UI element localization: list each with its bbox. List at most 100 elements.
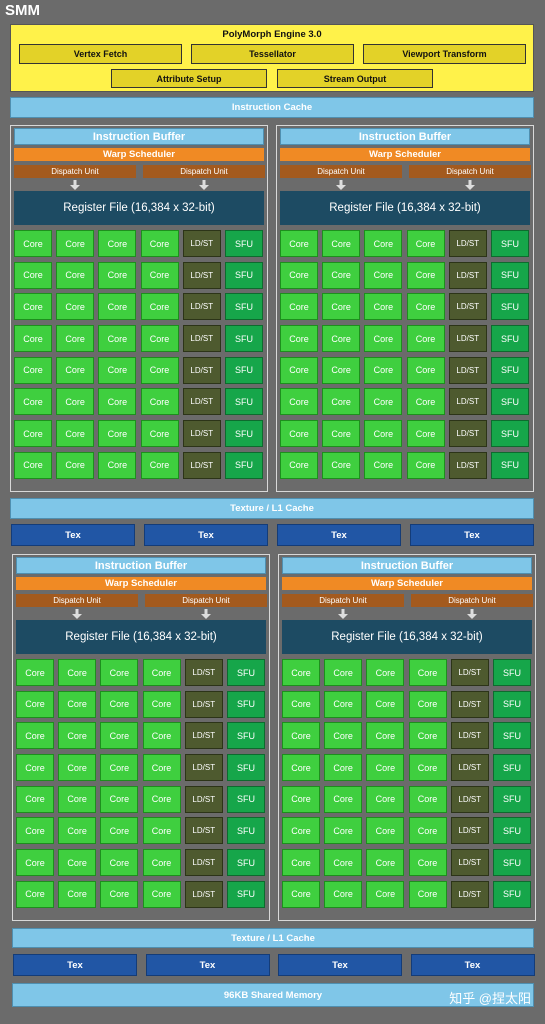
vertex-fetch-block: Vertex Fetch [19,44,182,64]
sfu-unit: SFU [226,880,265,908]
ldst-unit: LD/ST [448,293,487,321]
core-unit: Core [142,754,181,782]
ldst-unit: LD/ST [450,754,489,782]
core-unit: Core [100,817,139,845]
core-unit: Core [324,817,363,845]
core-unit: Core [406,325,445,353]
sm-block-4: Instruction Buffer Warp Scheduler Dispatch… [278,554,536,921]
core-unit: Core [56,420,95,448]
core-unit: Core [56,451,95,479]
ldst-unit: LD/ST [448,325,487,353]
core-unit: Core [100,785,139,813]
core-unit: Core [98,420,137,448]
down-arrow-icon [467,609,477,619]
ldst-unit: LD/ST [184,659,223,686]
core-unit: Core [322,451,361,479]
viewport-transform-block: Viewport Transform [363,44,526,64]
dispatch-unit: Dispatch Unit [282,594,404,607]
core-unit: Core [364,420,403,448]
core-unit: Core [408,690,447,718]
core-unit: Core [322,388,361,416]
core-unit: Core [282,722,320,750]
sfu-unit: SFU [224,451,263,479]
ldst-unit: LD/ST [184,849,223,877]
core-unit: Core [58,659,97,686]
core-unit: Core [364,293,403,321]
texture-l1-cache-bottom: Texture / L1 Cache [12,928,534,948]
core-unit: Core [56,356,95,384]
core-unit: Core [98,293,137,321]
core-unit: Core [282,849,320,877]
core-unit: Core [100,659,139,686]
execution-unit-grid: Core Core Core Core LD/ST SFU Core Core Core Core… [282,659,531,908]
core-unit: Core [282,785,320,813]
core-unit: Core [14,261,52,289]
core-unit: Core [16,817,54,845]
core-unit: Core [406,293,445,321]
core-unit: Core [14,388,52,416]
sfu-unit: SFU [224,230,263,257]
core-unit: Core [408,849,447,877]
instruction-buffer: Instruction Buffer [14,128,264,145]
tex-unit: Tex [277,524,401,546]
core-unit: Core [100,849,139,877]
core-unit: Core [322,420,361,448]
tex-unit: Tex [11,524,135,546]
sfu-unit: SFU [492,690,531,718]
core-unit: Core [140,293,179,321]
instruction-buffer: Instruction Buffer [16,557,266,574]
core-unit: Core [140,356,179,384]
core-unit: Core [406,388,445,416]
core-unit: Core [140,451,179,479]
core-unit: Core [366,849,405,877]
core-unit: Core [56,325,95,353]
tex-unit: Tex [144,524,268,546]
ldst-unit: LD/ST [448,356,487,384]
dispatch-unit: Dispatch Unit [16,594,138,607]
core-unit: Core [406,230,445,257]
core-unit: Core [324,690,363,718]
down-arrow-icon [336,180,346,190]
ldst-unit: LD/ST [184,690,223,718]
core-unit: Core [366,754,405,782]
core-unit: Core [140,261,179,289]
core-unit: Core [366,659,405,686]
tex-unit: Tex [13,954,137,976]
core-unit: Core [58,754,97,782]
core-unit: Core [366,817,405,845]
ldst-unit: LD/ST [182,388,221,416]
core-unit: Core [56,388,95,416]
core-unit: Core [98,261,137,289]
core-unit: Core [142,659,181,686]
sfu-unit: SFU [490,261,529,289]
core-unit: Core [282,690,320,718]
instruction-cache: Instruction Cache [10,97,534,118]
core-unit: Core [406,420,445,448]
sfu-unit: SFU [226,849,265,877]
core-unit: Core [16,690,54,718]
core-unit: Core [16,785,54,813]
core-unit: Core [58,785,97,813]
core-unit: Core [142,880,181,908]
core-unit: Core [324,659,363,686]
ldst-unit: LD/ST [448,451,487,479]
sfu-unit: SFU [490,388,529,416]
ldst-unit: LD/ST [448,388,487,416]
execution-unit-grid: Core Core Core Core LD/ST SFU Core Core Core Core… [14,230,263,479]
core-unit: Core [364,451,403,479]
ldst-unit: LD/ST [184,722,223,750]
register-file: Register File (16,384 x 32-bit) [14,191,264,225]
dispatch-unit: Dispatch Unit [145,594,267,607]
polymorph-engine: PolyMorph Engine 3.0 Vertex Fetch Tessel… [10,24,534,92]
core-unit: Core [322,293,361,321]
core-unit: Core [324,880,363,908]
ldst-unit: LD/ST [450,817,489,845]
core-unit: Core [16,722,54,750]
core-unit: Core [142,849,181,877]
instruction-buffer: Instruction Buffer [282,557,532,574]
tex-unit: Tex [410,524,534,546]
core-unit: Core [56,261,95,289]
core-unit: Core [100,690,139,718]
core-unit: Core [98,325,137,353]
core-unit: Core [100,880,139,908]
